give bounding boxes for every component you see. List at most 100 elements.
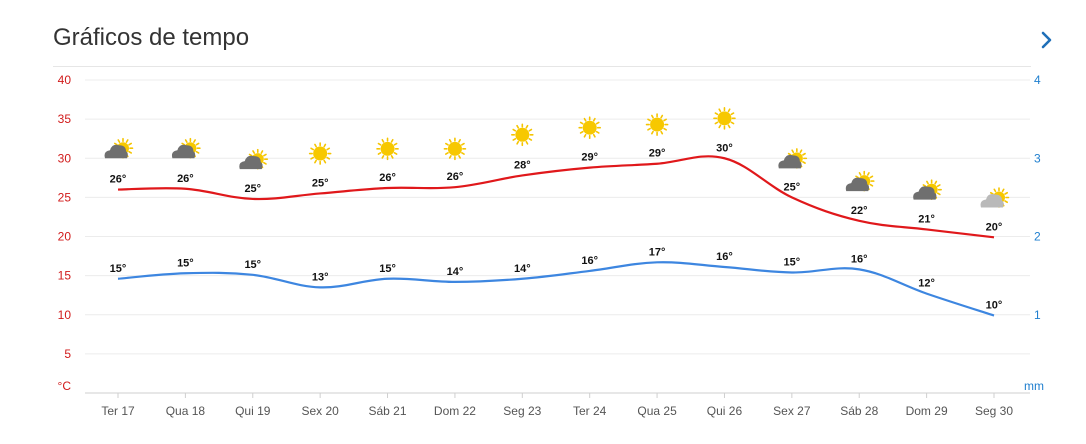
sun-disc [650,117,665,132]
sun-ray [128,142,133,146]
y-left-tick-label: 25 [58,190,72,204]
sun-ray [512,128,517,132]
cloud-shape [104,144,128,159]
sun-ray [393,142,398,146]
page-title: Gráficos de tempo [53,24,250,51]
sun-ray [326,147,331,151]
x-tick-label: Sáb 21 [369,404,407,418]
x-tick-label: Ter 24 [573,404,607,418]
max-temp-label: 22° [851,205,868,217]
sun-ray [195,150,200,154]
sun-ray [195,142,200,146]
sun-ray [579,121,584,125]
cloud-shape [845,177,870,192]
sun-icon [376,137,399,161]
max-temp-label: 25° [784,181,801,193]
sun-ray [926,180,929,185]
sun-ray [1004,200,1009,204]
min-temp-label: 14° [447,266,464,278]
sun-ray [595,121,600,125]
sun-ray [714,121,719,125]
y-left-tick-label: 5 [64,347,71,361]
sun-ray [252,150,256,154]
sun-ray [512,137,517,141]
sun-ray [260,150,264,154]
sun-ray [714,112,719,116]
min-temp-label: 15° [784,256,801,268]
cloud-sun-icon [845,170,875,192]
sun-disc [582,120,597,135]
sun-ray [866,172,870,176]
sun-ray [393,152,398,155]
header-divider [53,66,1031,67]
sun-ray [326,156,331,160]
x-tick-label: Ter 17 [101,404,135,418]
sun-ray [730,121,735,125]
max-temp-label: 26° [110,174,127,186]
sun-ray [647,127,651,131]
sun-ray [1004,191,1009,195]
sun-icon [308,142,332,165]
max-temp-label: 29° [649,148,666,160]
sun-ray [458,154,461,159]
sun-ray [390,138,394,143]
x-tick-label: Dom 22 [434,404,476,418]
sun-ray [117,139,121,143]
sun-ray [181,142,186,146]
sun-ray [869,183,874,187]
sun-ray [516,140,520,145]
y-right-tick-label: 3 [1034,151,1041,165]
sun-ray [448,154,452,159]
chevron-right-icon[interactable] [1034,28,1058,52]
cloud-shape [171,144,196,159]
min-temp-label: 12° [918,278,935,290]
max-temp-line [117,155,995,239]
sun-ray [660,130,664,135]
max-temp-label: 26° [447,171,464,183]
sun-ray [184,139,188,143]
sun-ray [718,124,722,129]
sun-ray [113,142,118,146]
max-temp-label: 26° [379,172,396,184]
sun-ray [579,130,584,134]
max-temp-label: 29° [581,152,598,164]
sun-ray [802,152,806,156]
sun-ray [310,156,315,160]
max-temp-label: 25° [312,177,329,189]
sun-ray [263,161,267,165]
sun-ray [583,133,587,138]
light-cloud-sun-icon [980,187,1010,208]
sun-ray [647,118,651,122]
sun-ray [791,149,795,154]
cloud-sun-icon [778,148,808,169]
sun-ray [125,139,129,143]
min-temp-label: 16° [716,251,733,263]
sun-ray [528,128,533,132]
cloud-shape [980,194,1004,208]
cloud-sun-icon [913,179,942,200]
cloud-sun-icon [104,137,134,159]
x-tick-label: Sex 27 [773,404,811,418]
sun-ray [993,188,997,193]
sun-ray [390,154,394,159]
sun-ray [651,114,654,119]
sun-ray [193,139,196,143]
min-temp-label: 13° [312,271,329,283]
sun-icon [578,116,601,140]
sun-ray [799,149,803,154]
sun-ray [730,112,735,116]
max-temp-label: 26° [177,173,194,185]
sun-disc [380,141,395,156]
min-temp-label: 15° [177,257,194,269]
sun-icon [443,137,467,161]
min-temp-label: 16° [581,255,598,267]
sun-ray [381,138,385,143]
sun-icon [713,107,736,130]
sun-ray [663,118,667,122]
sun-ray [936,192,941,196]
sun-ray [592,117,596,122]
sun-ray [310,147,315,151]
sun-ray [922,184,927,187]
min-temp-label: 15° [379,263,396,275]
